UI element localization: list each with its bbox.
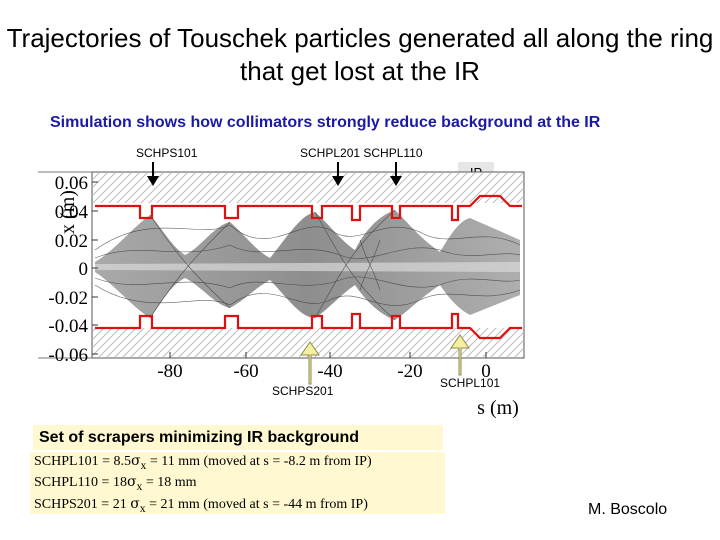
- xtick-label: -40: [317, 361, 342, 382]
- ytick-label: 0.02: [55, 231, 88, 252]
- upper-aperture: [95, 194, 522, 222]
- arrow-schps201: [300, 341, 320, 385]
- scraper-line: SCHPL101 = 8.5σx = 11 mm (moved at s = -…: [34, 453, 372, 472]
- ytick-label: -0.02: [48, 288, 88, 309]
- arrow-schpl110: [390, 162, 402, 186]
- lower-aperture: [95, 312, 522, 340]
- slide-subtitle: Simulation shows how collimators strongl…: [50, 114, 601, 131]
- ytick-label: 0: [79, 259, 89, 280]
- label-schpl201-schpl110: SCHPL201 SCHPL110: [300, 146, 423, 160]
- y-axis-ticks: [92, 181, 98, 355]
- trajectory-lines: [94, 209, 521, 321]
- scraper-line: SCHPS201 = 21 σx = 21 mm (moved at s = -…: [34, 495, 368, 515]
- scraper-line: SCHPL110 = 18σx = 18 mm: [34, 474, 197, 494]
- slide-title: Trajectories of Touschek particles gener…: [6, 23, 714, 86]
- xtick-label: 0: [481, 361, 491, 382]
- arrow-schpl101: [450, 334, 470, 376]
- xtick-label: -20: [397, 361, 422, 382]
- xtick-label: -60: [233, 361, 258, 382]
- label-schpl101: SCHPL101: [440, 376, 501, 390]
- ytick-label: -0.06: [48, 345, 88, 366]
- arrow-schps101: [147, 162, 159, 186]
- x-axis-label: s (m): [477, 397, 519, 419]
- arrow-schpl201: [332, 162, 344, 186]
- label-schps101: SCHPS101: [136, 146, 198, 160]
- x-axis-ticks: [169, 352, 487, 358]
- y-axis-label: x (m): [57, 190, 79, 234]
- author-name: M. Boscolo: [588, 501, 668, 518]
- trajectory-core: [95, 262, 520, 272]
- xtick-label: -80: [157, 361, 182, 382]
- label-schps201: SCHPS201: [272, 384, 334, 398]
- upper-pipe-hatch: [93, 173, 523, 203]
- ytick-label: 0.04: [55, 202, 89, 223]
- scrapers-list: SCHPL101 = 8.5σx = 11 mm (moved at s = -…: [30, 452, 445, 514]
- scrapers-heading: Set of scrapers minimizing IR background: [33, 425, 443, 450]
- ytick-label: 0.06: [55, 173, 88, 194]
- ytick-label: -0.04: [48, 316, 88, 337]
